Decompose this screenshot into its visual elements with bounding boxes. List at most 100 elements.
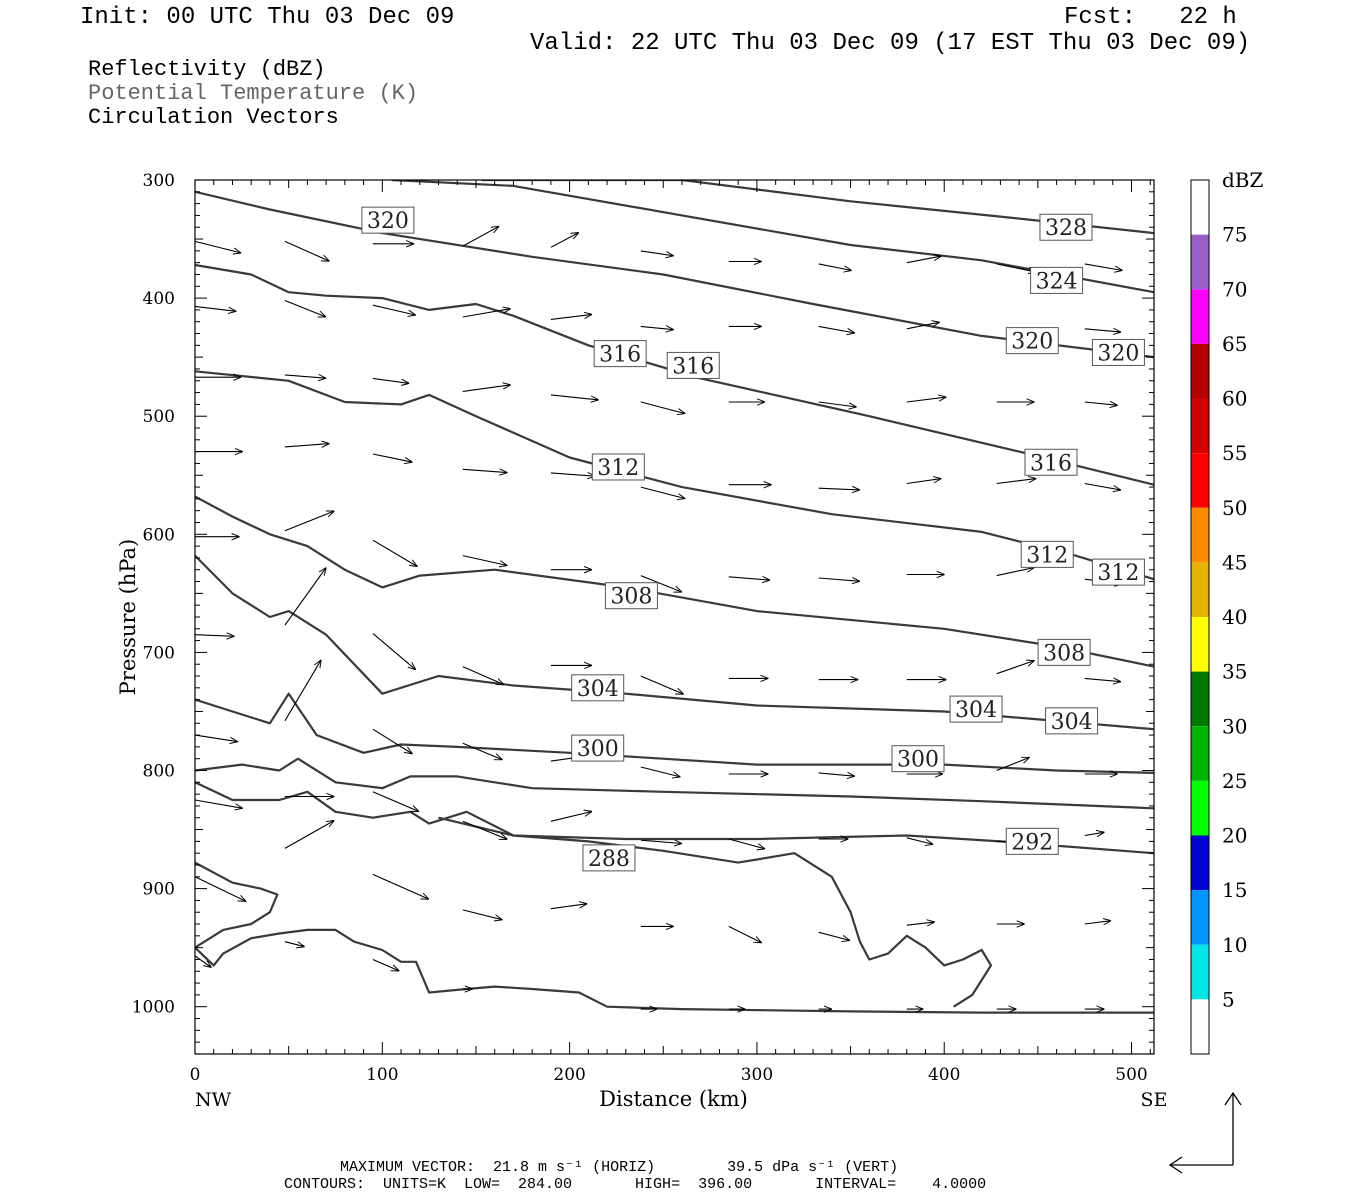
circulation-vector <box>1084 832 1105 835</box>
contour-label-text: 308 <box>1043 641 1085 666</box>
circulation-vectors <box>194 226 1123 1009</box>
contour-label: 308 <box>1037 638 1091 666</box>
contour-label-box <box>604 582 658 610</box>
circulation-vector <box>550 473 596 476</box>
circulation-vector <box>372 377 409 383</box>
contour-label-text: 320 <box>1011 330 1053 355</box>
theta-contour-296 <box>195 757 1154 810</box>
circulation-vector <box>462 385 511 392</box>
circulation-vector <box>372 873 429 899</box>
colorbar-segment <box>1191 835 1209 891</box>
circulation-vector <box>194 240 241 253</box>
colorbar-label: 55 <box>1222 441 1247 465</box>
contour-label: 316 <box>593 340 647 368</box>
max-vector-note: MAXIMUM VECTOR: 21.8 m s⁻¹ (HORIZ) 39.5 … <box>340 1159 899 1176</box>
circulation-vector <box>372 791 419 812</box>
colorbar-segment <box>1191 890 1209 945</box>
init-time-label: Init: 00 UTC Thu 03 Dec 09 <box>80 4 455 31</box>
contour-label-text: 304 <box>577 677 619 702</box>
contour-label-box <box>666 351 720 379</box>
circulation-vector <box>640 675 684 695</box>
colorbar-label: 60 <box>1222 387 1247 411</box>
contour-label: 320 <box>1005 327 1059 355</box>
valid-time-label: Valid: 22 UTC Thu 03 Dec 09 (17 EST Thu … <box>530 30 1251 57</box>
theta-contour-300 <box>195 692 1154 774</box>
x-end-label-right: SE <box>1141 1089 1168 1111</box>
circulation-vector <box>1084 482 1121 491</box>
colorbar-label: 70 <box>1222 277 1247 301</box>
contour-label-box <box>571 674 625 702</box>
contour-label-box <box>1020 540 1074 568</box>
colorbar-label: 5 <box>1222 987 1235 1011</box>
circulation-vector <box>1084 678 1121 681</box>
contour-label-text: 312 <box>597 456 639 481</box>
contour-label: 304 <box>949 695 1003 723</box>
circulation-vector <box>550 811 592 822</box>
circulation-vector <box>996 567 1035 577</box>
plot-frame <box>194 179 1155 1055</box>
contour-label: 292 <box>1005 827 1059 855</box>
circulation-vector <box>996 479 1037 485</box>
y-tick-label: 300 <box>143 171 175 191</box>
contour-label-text: 304 <box>1051 710 1093 735</box>
x-tick-label: 400 <box>928 1065 960 1085</box>
contour-label: 312 <box>1091 558 1145 586</box>
circulation-vector <box>194 799 243 808</box>
colorbar-label: 40 <box>1222 605 1247 629</box>
circulation-vector <box>462 742 503 761</box>
circulation-vector <box>372 728 413 754</box>
contour-label-box <box>891 745 945 773</box>
theta-contour-324 <box>391 180 1154 294</box>
circulation-vector <box>640 840 682 843</box>
contour-label: 312 <box>1020 540 1074 568</box>
contour-label-box <box>361 206 415 234</box>
colorbar: dBZ 75 70 65 60 55 50 45 40 35 30 25 20 15 10 5 <box>1190 168 1264 1055</box>
circulation-vector <box>462 226 499 247</box>
contour-label: 304 <box>1045 707 1099 735</box>
circulation-vector <box>906 322 940 330</box>
colorbar-label: 10 <box>1222 933 1247 957</box>
colorbar-segment <box>1191 726 1209 781</box>
circulation-vector <box>284 941 305 947</box>
contour-label: 316 <box>666 351 720 379</box>
circulation-vector <box>462 666 504 685</box>
contour-label-box <box>593 340 647 368</box>
circulation-vector <box>640 401 686 414</box>
circulation-vector <box>550 314 592 320</box>
colorbar-label: 25 <box>1222 769 1247 793</box>
colorbar-label: 35 <box>1222 660 1247 684</box>
colorbar-segment <box>1191 562 1209 617</box>
contour-label-text: 328 <box>1045 216 1087 241</box>
circulation-vector <box>906 922 935 925</box>
contour-label-box <box>1045 707 1099 735</box>
colorbar-label: 65 <box>1222 332 1247 356</box>
circulation-vector <box>640 766 681 777</box>
circulation-vector <box>818 325 855 333</box>
circulation-vector <box>462 309 511 318</box>
colorbar-segment <box>1191 780 1209 836</box>
circulation-vector <box>194 876 246 902</box>
x-tick-label: 300 <box>741 1065 773 1085</box>
circulation-vector <box>462 820 508 840</box>
y-tick-label: 1000 <box>132 998 175 1018</box>
circulation-vector <box>462 469 508 472</box>
circulation-vector <box>284 820 335 849</box>
circulation-vector <box>462 909 503 920</box>
circulation-vector <box>818 773 855 776</box>
circulation-vector <box>194 635 235 637</box>
circulation-vector <box>818 263 852 271</box>
contour-label-text: 316 <box>672 354 714 379</box>
colorbar-segment <box>1191 289 1209 344</box>
circulation-vector <box>550 394 599 400</box>
colorbar-segment <box>1191 999 1209 1054</box>
y-tick-label: 800 <box>143 762 175 782</box>
colorbar-segment <box>1191 617 1209 672</box>
theta-contour-312 <box>195 370 1154 581</box>
contour-label-text: 312 <box>1026 543 1068 568</box>
circulation-vector <box>906 837 933 845</box>
theta-contour-288 <box>438 816 993 1008</box>
y-tick-label: 400 <box>143 289 175 309</box>
circulation-vector <box>818 578 860 581</box>
axes: 0 100 200 300 400 500 300 400 500 600 700 800 900 100… <box>116 171 1167 1111</box>
